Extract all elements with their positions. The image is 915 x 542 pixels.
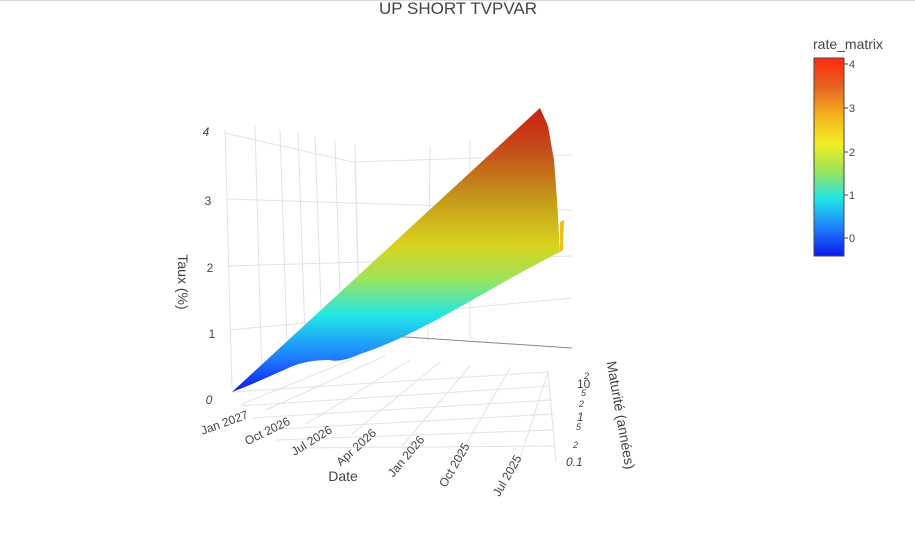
y-tick-label: Oct 2025 (436, 440, 473, 489)
z-tick-label: 1 (209, 327, 216, 341)
colorbar-title: rate_matrix (813, 36, 883, 52)
x-axis-ticks: 0.1 2 5 1 2 5 10 2 (566, 371, 591, 469)
x-tick-label: 5 (576, 422, 582, 432)
colorbar-tick-label: 0 (849, 233, 855, 245)
x-tick-label: 2 (583, 371, 589, 381)
chart-title: UP SHORT TVPVAR (379, 0, 537, 18)
top-divider (0, 0, 915, 1)
x-tick-label: 2 (572, 440, 578, 450)
y-tick-label: Oct 2026 (242, 414, 292, 448)
y-axis-label: Date (328, 468, 358, 484)
colorbar-ticks: 0 1 2 3 4 (844, 59, 855, 245)
colorbar-tick-label: 1 (849, 190, 855, 202)
y-tick-label: Jul 2025 (490, 452, 525, 499)
z-tick-label: 4 (203, 125, 210, 139)
colorbar: rate_matrix 0 1 2 3 4 (813, 36, 883, 257)
z-tick-label: 0 (206, 393, 213, 407)
colorbar-tick-label: 3 (849, 103, 855, 115)
x-tick-label: 0.1 (566, 455, 583, 469)
surface-fill (232, 108, 560, 392)
x-tick-label: 1 (577, 410, 584, 424)
colorbar-tick-label: 4 (849, 59, 855, 71)
y-tick-label: Jan 2027 (199, 408, 250, 438)
y-axis-ticks: Jul 2025 Oct 2025 Jan 2026 Apr 2026 Jul … (199, 408, 525, 499)
z-axis-label: Taux (%) (175, 254, 191, 309)
x-axis-label: Maturité (années) (604, 360, 639, 471)
z-tick-label: 3 (205, 194, 212, 208)
x-tick-label: 2 (578, 399, 584, 409)
colorbar-tick-label: 2 (849, 147, 855, 159)
y-tick-label: Jan 2026 (385, 433, 428, 480)
z-tick-label: 2 (207, 261, 214, 275)
colorbar-strip (813, 57, 845, 257)
x-tick-label: 5 (581, 388, 587, 398)
x-tick-label: 10 (577, 377, 591, 391)
z-axis-ticks: 0 1 2 3 4 (203, 125, 216, 407)
floor-grid (231, 355, 557, 475)
rate-surface (232, 108, 564, 392)
surface-edge (560, 220, 564, 252)
